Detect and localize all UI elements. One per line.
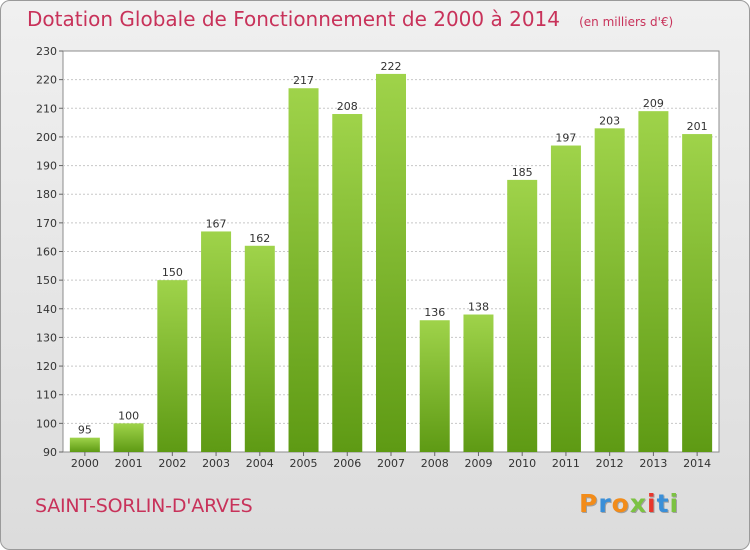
bar-value-label: 222 [381, 60, 402, 73]
x-tick-label: 2008 [421, 457, 449, 470]
bar [550, 145, 581, 452]
logo-letter: o [611, 489, 630, 518]
y-tick-label: 230 [36, 45, 57, 58]
bar-value-label: 136 [424, 306, 445, 319]
x-tick-label: 2007 [377, 457, 405, 470]
x-tick-label: 2004 [246, 457, 274, 470]
chart-title: Dotation Globale de Fonctionnement de 20… [27, 7, 560, 31]
x-tick-label: 2005 [290, 457, 318, 470]
y-tick-label: 190 [36, 160, 57, 173]
bar [332, 114, 363, 452]
bar [638, 111, 669, 453]
logo-letter: P [579, 489, 599, 518]
bar [682, 134, 713, 453]
bar [113, 423, 144, 452]
y-tick-label: 220 [36, 74, 57, 87]
bar [288, 88, 319, 452]
x-tick-label: 2002 [158, 457, 186, 470]
logo-letter: i [647, 489, 657, 518]
logo-letter: i [669, 489, 680, 518]
y-tick-label: 160 [36, 246, 57, 259]
bar-value-label: 162 [249, 232, 270, 245]
bar-value-label: 197 [555, 132, 576, 145]
bar-value-label: 185 [512, 166, 533, 179]
bar [507, 179, 538, 452]
x-tick-label: 2011 [552, 457, 580, 470]
x-tick-label: 2013 [639, 457, 667, 470]
logo-letter: x [629, 489, 647, 518]
chart-subtitle: (en milliers d'€) [579, 15, 674, 29]
title-row: Dotation Globale de Fonctionnement de 20… [27, 7, 673, 31]
bar [69, 437, 100, 452]
bar [376, 73, 406, 453]
x-tick-label: 2010 [508, 457, 536, 470]
y-tick-label: 110 [36, 389, 57, 402]
bar-value-label: 208 [337, 100, 358, 113]
y-tick-label: 170 [36, 217, 57, 230]
logo-letter: r [598, 489, 612, 518]
y-tick-label: 130 [36, 331, 57, 344]
bar-value-label: 95 [78, 424, 92, 437]
y-tick-label: 180 [36, 188, 57, 201]
bar-value-label: 217 [293, 74, 314, 87]
y-tick-label: 100 [36, 417, 57, 430]
bar-value-label: 209 [643, 97, 664, 110]
bar-value-label: 203 [599, 114, 620, 127]
x-tick-label: 2014 [683, 457, 711, 470]
y-tick-label: 150 [36, 274, 57, 287]
x-tick-label: 2000 [71, 457, 99, 470]
x-tick-label: 2009 [464, 457, 492, 470]
x-tick-label: 2001 [115, 457, 143, 470]
commune-name: SAINT-SORLIN-D'ARVES [35, 495, 253, 517]
y-tick-label: 90 [43, 446, 57, 459]
bar [244, 245, 275, 452]
y-tick-label: 140 [36, 303, 57, 316]
x-tick-label: 2006 [333, 457, 361, 470]
y-tick-label: 200 [36, 131, 57, 144]
y-tick-label: 120 [36, 360, 57, 373]
bar-value-label: 201 [687, 120, 708, 133]
bar [463, 314, 494, 452]
bar-value-label: 167 [206, 217, 227, 230]
proxiti-logo: Proxiti [579, 489, 679, 518]
bar [157, 280, 188, 452]
bar [419, 320, 450, 452]
y-tick-label: 210 [36, 102, 57, 115]
bar-value-label: 138 [468, 301, 489, 314]
bar [201, 231, 232, 452]
bar-value-label: 100 [118, 409, 139, 422]
bar-value-label: 150 [162, 266, 183, 279]
logo-letter: t [656, 489, 670, 518]
bar [594, 128, 625, 452]
x-tick-label: 2012 [596, 457, 624, 470]
x-tick-label: 2003 [202, 457, 230, 470]
